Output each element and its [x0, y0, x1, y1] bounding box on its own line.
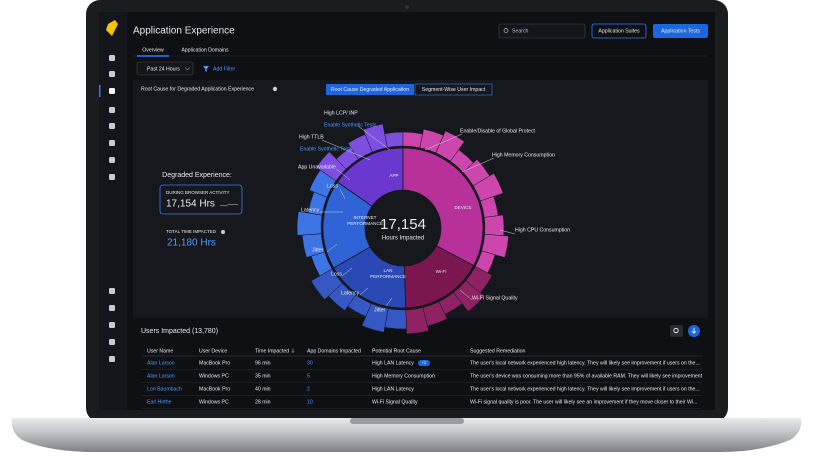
user-device: MacBook Pro [199, 386, 230, 392]
segment-label: APP [389, 173, 398, 178]
nav-icon[interactable] [109, 107, 115, 113]
cause-label: High TTLB [299, 134, 324, 140]
cause-label: Jitter [374, 307, 386, 313]
hinge-notch [350, 418, 464, 424]
summary-box-value: 17,154 Hrs [166, 199, 215, 210]
nav-icon[interactable] [109, 288, 115, 294]
page-title: Application Experience [133, 26, 235, 37]
toggle-label: Root Cause Degraded Application [331, 87, 409, 93]
segment-label: Wi-Fi [436, 269, 447, 274]
cause-label: Loss [331, 271, 342, 277]
column-header[interactable]: Potential Root Cause [372, 348, 421, 354]
cause-label: Latency [301, 207, 320, 213]
time-impacted: 35 min [255, 373, 271, 379]
nav-icon[interactable] [109, 305, 115, 311]
nav-active [99, 85, 101, 97]
cause-label: App Unavailable [298, 164, 336, 170]
sunburst-outer [403, 132, 423, 148]
cause-label: High LCP/ INP [324, 110, 358, 116]
cause-label: High Memory Consumption [492, 152, 555, 158]
root-cause: High LAN Latency [372, 386, 414, 392]
sunburst-outer [297, 211, 322, 235]
user-device: Windows PC [199, 399, 229, 405]
sunburst-outer [484, 215, 504, 236]
add-filter[interactable]: Add Filter [213, 66, 235, 72]
badge-label: +2 [422, 360, 427, 365]
nav-icon[interactable] [109, 322, 115, 328]
cause-label: Latency [341, 290, 360, 296]
app-domains[interactable]: 10 [307, 399, 313, 405]
user-name[interactable]: Alan Larson [147, 360, 175, 366]
cause-label: Loss [327, 183, 338, 189]
enable-tests-link[interactable]: Enable Synthetic Tests [300, 146, 353, 152]
tab[interactable]: Application Domains [181, 47, 229, 53]
nav-icon[interactable] [109, 55, 115, 61]
nav-icon[interactable] [109, 174, 115, 180]
cause-label: Jitter [312, 247, 324, 253]
camera [405, 5, 409, 9]
root-cause: High Memory Consumption [372, 373, 435, 379]
app-domains[interactable]: 5 [307, 373, 310, 379]
segment-label: DEVICE [454, 205, 471, 210]
search-table-button[interactable] [670, 325, 683, 337]
user-name[interactable]: Alan Larson [147, 373, 175, 379]
nav-icon[interactable] [109, 356, 115, 362]
nav-icon[interactable] [109, 71, 115, 77]
info-icon [273, 87, 277, 91]
nav-icon[interactable] [109, 140, 115, 146]
nav-icon[interactable] [109, 123, 115, 129]
enable-tests-link[interactable]: Enable Synthetic Tests [324, 122, 377, 128]
summary-heading: Degraded Experience: [162, 172, 232, 179]
nav-icon[interactable] [109, 339, 115, 345]
panel-title: Root Cause for Degraded Application Expe… [141, 86, 254, 92]
center-label: Hours Impacted [382, 236, 424, 242]
sunburst-outer [385, 132, 403, 148]
column-header[interactable]: App Domains Impacted [307, 348, 361, 354]
column-header[interactable]: User Device [199, 348, 227, 354]
root-cause: High LAN Latency [372, 360, 414, 366]
table-title: Users Impacted (13,780) [141, 328, 218, 335]
user-device: Windows PC [199, 373, 229, 379]
search-placeholder: Search [512, 28, 529, 34]
tab[interactable]: Overview [142, 47, 164, 53]
user-name[interactable]: Earl Hirthe [147, 399, 172, 405]
toggle-label: Segment-Wise User Impact [422, 87, 486, 93]
total-label: TOTAL TIME IMPACTED [166, 229, 217, 234]
sunburst-outer [385, 309, 407, 329]
total-value: 21,180 Hrs [167, 238, 216, 249]
column-header[interactable]: Time Impacted [255, 348, 289, 354]
cause-label: High CPU Consumption [515, 227, 570, 233]
time-impacted: 28 min [255, 399, 271, 405]
time-range-label: Past 24 Hours [147, 66, 180, 72]
time-impacted: 96 min [255, 360, 271, 366]
remediation: The user's local network experienced hig… [470, 360, 700, 366]
app-domains[interactable]: 30 [307, 360, 313, 366]
user-device: MacBook Pro [199, 360, 230, 366]
info-icon [221, 230, 225, 234]
center-value: 17,154 [380, 216, 426, 233]
summary-box-label: DURING BROWSER ACTIVITY [166, 190, 230, 195]
column-header[interactable]: Suggested Remediation [470, 348, 525, 354]
nav-icon[interactable] [109, 88, 115, 94]
column-header[interactable]: User Name [147, 348, 173, 354]
time-impacted: 40 min [255, 386, 271, 392]
cause-label: Enable/Disable of Global Protect [460, 128, 536, 134]
remediation: Wi-Fi signal quality is poor. The user w… [470, 399, 697, 405]
user-name[interactable]: Lori Baumbach [147, 386, 182, 392]
app-domains[interactable]: 2 [307, 386, 310, 392]
remediation: The user's device was consuming more tha… [470, 373, 711, 379]
root-cause: Wi-Fi Signal Quality [372, 399, 418, 405]
cause-label: Wi-Fi Signal Quality [472, 295, 518, 301]
suites-button-label: Application Suites [598, 28, 640, 34]
nav-icon[interactable] [109, 157, 115, 163]
remediation: The user's local network experienced hig… [470, 386, 700, 392]
tests-button-label: Application Tests [661, 28, 700, 34]
